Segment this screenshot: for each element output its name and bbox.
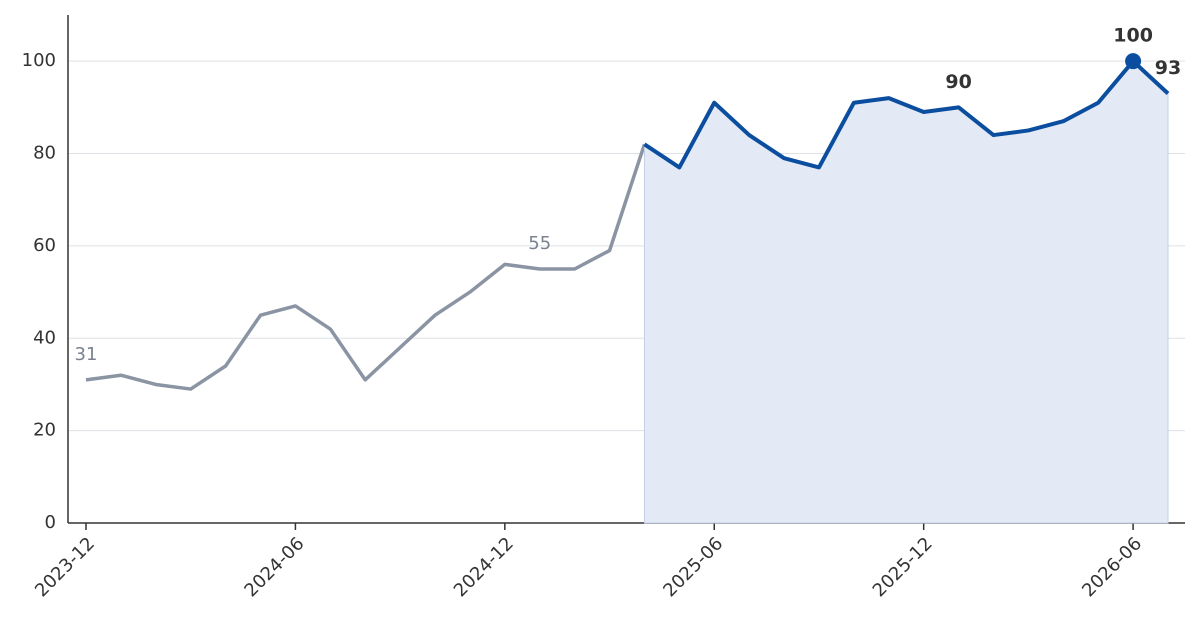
y-tick-label: 0 xyxy=(45,512,56,533)
y-tick-label: 80 xyxy=(33,143,56,164)
data-label: 31 xyxy=(75,344,98,365)
data-label: 55 xyxy=(528,233,551,254)
data-label: 100 xyxy=(1113,25,1153,47)
y-tick-label: 20 xyxy=(33,420,56,441)
x-tick-label: 2025-06 xyxy=(659,533,727,601)
x-tick-label: 2023-12 xyxy=(31,533,99,601)
x-tick-label: 2024-12 xyxy=(450,533,518,601)
peak-marker xyxy=(1125,53,1142,70)
y-tick-label: 40 xyxy=(33,327,56,348)
x-tick-label: 2026-06 xyxy=(1078,533,1146,601)
x-tick-label: 2025-12 xyxy=(869,533,937,601)
y-tick-label: 100 xyxy=(22,50,56,71)
data-label: 93 xyxy=(1155,57,1181,79)
y-tick-label: 60 xyxy=(33,235,56,256)
area xyxy=(643,60,1169,524)
x-tick-label: 2024-06 xyxy=(240,533,308,601)
line xyxy=(643,59,1170,170)
data-label: 90 xyxy=(945,71,971,93)
line xyxy=(85,143,647,391)
